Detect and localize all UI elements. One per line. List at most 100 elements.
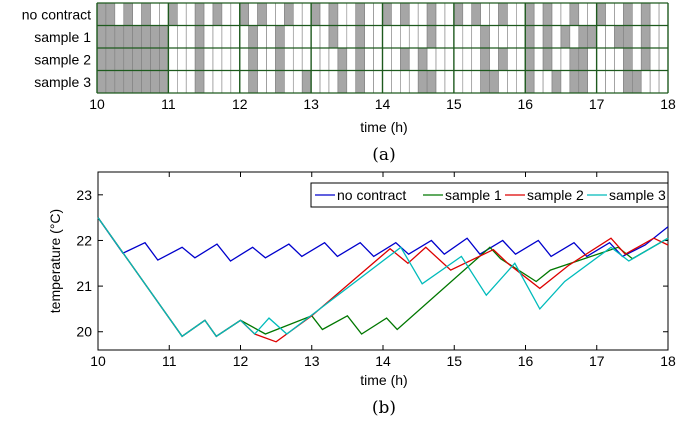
grid-cell	[230, 47, 241, 71]
grid-cell	[248, 70, 258, 94]
legend-label: sample 2	[527, 187, 584, 203]
grid-cell	[337, 25, 348, 49]
grid-cell	[284, 47, 294, 71]
grid-cell	[400, 25, 410, 49]
grid-cell	[632, 47, 642, 71]
grid-cell	[498, 2, 508, 26]
grid-cell	[587, 25, 597, 49]
grid-cell	[587, 70, 597, 94]
x-tick-label: 17	[589, 96, 605, 112]
grid-cell	[623, 2, 633, 26]
legend-label: no contract	[337, 187, 406, 203]
grid-cell	[444, 2, 455, 26]
grid-cell	[168, 70, 178, 94]
grid-cell	[408, 2, 419, 26]
grid-cell	[462, 47, 473, 71]
grid-cell	[391, 2, 401, 26]
grid-cell	[391, 70, 401, 94]
x-tick-label: 15	[446, 96, 462, 112]
row-label: sample 3	[34, 74, 91, 90]
grid-cell	[159, 47, 169, 71]
grid-cell	[96, 70, 107, 94]
grid-cell	[177, 2, 187, 26]
grid-cell	[507, 25, 517, 49]
x-tick-label: 15	[446, 353, 462, 369]
grid-cell	[408, 47, 419, 71]
grid-cell	[266, 2, 276, 26]
grid-cell	[275, 47, 285, 71]
grid-cell	[328, 25, 339, 49]
grid-cell	[168, 2, 178, 26]
grid-cell	[391, 25, 401, 49]
series-line	[97, 217, 669, 262]
grid-cell	[132, 47, 142, 71]
grid-cell	[337, 2, 348, 26]
grid-cell	[623, 25, 633, 49]
grid-cell	[239, 2, 249, 26]
grid-cell	[373, 70, 383, 94]
x-tick-label: 13	[303, 96, 319, 112]
grid-cell	[640, 25, 651, 49]
grid-cell	[417, 25, 428, 49]
grid-cell	[489, 47, 499, 71]
grid-cell	[185, 25, 196, 49]
grid-cell	[159, 25, 169, 49]
grid-cell	[230, 2, 241, 26]
grid-cell	[516, 25, 526, 49]
grid-cell	[507, 70, 517, 94]
grid-cell	[114, 2, 125, 26]
grid-cell	[310, 47, 321, 71]
panel-b-x-axis-label: time (h)	[360, 372, 407, 388]
x-tick-label: 13	[304, 353, 320, 369]
grid-cell	[542, 25, 553, 49]
grid-cell	[560, 47, 571, 71]
grid-cell	[159, 2, 169, 26]
grid-cell	[239, 70, 249, 94]
grid-cell	[453, 70, 464, 94]
grid-cell	[605, 47, 615, 71]
grid-cell	[524, 2, 535, 26]
grid-cell	[417, 2, 428, 26]
grid-cell	[319, 2, 330, 26]
grid-cell	[203, 70, 214, 94]
grid-cell	[221, 47, 232, 71]
grid-cell	[132, 70, 142, 94]
grid-cell	[319, 47, 330, 71]
grid-cell	[355, 2, 365, 26]
x-tick-label: 14	[375, 96, 391, 112]
grid-cell	[640, 2, 651, 26]
grid-cell	[168, 47, 178, 71]
grid-cell	[301, 70, 312, 94]
grid-cell	[587, 2, 597, 26]
grid-cell	[435, 47, 446, 71]
legend-label: sample 1	[445, 187, 502, 203]
y-tick-label: 23	[76, 187, 92, 203]
grid-cell	[105, 70, 116, 94]
grid-cell	[462, 2, 473, 26]
grid-cell	[310, 2, 321, 26]
grid-cell	[605, 2, 615, 26]
grid-cell	[364, 47, 374, 71]
grid-cell	[382, 2, 392, 26]
grid-cell	[230, 70, 241, 94]
grid-cell	[275, 70, 285, 94]
grid-cell	[605, 25, 615, 49]
grid-cell	[275, 25, 285, 49]
grid-cell	[194, 47, 205, 71]
grid-cell	[141, 47, 151, 71]
x-tick-label: 12	[232, 96, 248, 112]
grid-cell	[355, 25, 365, 49]
grid-cell	[292, 2, 303, 26]
grid-cell	[346, 2, 357, 26]
grid-cell	[400, 47, 410, 71]
y-tick-label: 21	[76, 278, 92, 294]
grid-cell	[391, 47, 401, 71]
grid-cell	[614, 70, 624, 94]
legend-label: sample 3	[609, 187, 666, 203]
grid-cell	[560, 70, 571, 94]
grid-cell	[364, 2, 374, 26]
grid-cell	[587, 47, 597, 71]
grid-cell	[284, 2, 294, 26]
grid-cell	[560, 25, 571, 49]
grid-cell	[346, 25, 357, 49]
